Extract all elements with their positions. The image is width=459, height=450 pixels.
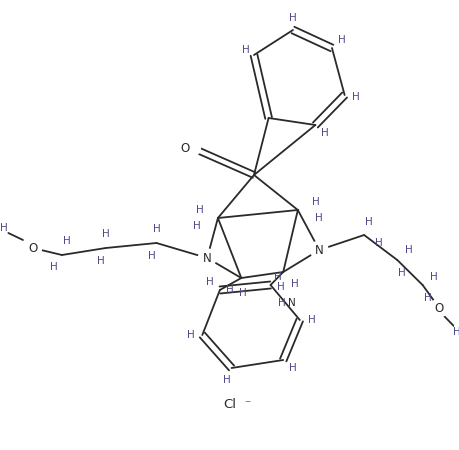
Text: O: O	[180, 141, 189, 154]
Text: H: H	[50, 262, 58, 272]
Text: H: H	[242, 45, 250, 55]
Text: H: H	[311, 197, 319, 207]
Circle shape	[198, 249, 215, 267]
Circle shape	[185, 140, 200, 156]
Text: H: H	[452, 327, 459, 337]
Text: H: H	[239, 288, 246, 298]
Text: H: H	[337, 35, 345, 45]
Circle shape	[430, 299, 447, 317]
Text: H: H	[364, 217, 372, 227]
Text: H: H	[97, 256, 105, 266]
Text: H: H	[152, 224, 160, 234]
Text: H: H	[397, 268, 405, 278]
Text: H: H	[147, 251, 155, 261]
Text: O: O	[28, 242, 37, 255]
Text: O: O	[434, 302, 443, 315]
Text: H: H	[196, 205, 204, 215]
Text: H: H	[288, 13, 296, 23]
Text: Cl: Cl	[223, 399, 235, 411]
Text: H: H	[352, 92, 359, 102]
Text: H: H	[206, 277, 213, 287]
Text: ⁻: ⁻	[244, 399, 250, 411]
Text: H: H	[288, 363, 296, 373]
Text: H: H	[102, 229, 109, 239]
Text: H: H	[222, 375, 230, 385]
Text: H: H	[315, 213, 323, 223]
Circle shape	[24, 239, 41, 257]
Text: H: H	[274, 272, 282, 282]
Text: H: H	[278, 298, 285, 308]
Text: H: H	[374, 238, 382, 248]
Text: H: H	[320, 128, 328, 138]
Text: N: N	[202, 252, 211, 265]
Text: H: H	[277, 282, 285, 292]
Text: N: N	[314, 243, 323, 256]
Text: H: H	[404, 245, 412, 255]
Text: H: H	[307, 315, 315, 325]
Text: H: H	[0, 223, 7, 233]
Text: H: H	[186, 330, 194, 340]
Text: N: N	[287, 298, 295, 308]
Text: H: H	[423, 293, 431, 303]
Text: H: H	[291, 279, 298, 289]
Text: H: H	[430, 272, 437, 282]
Text: H: H	[225, 285, 233, 295]
Text: H: H	[63, 236, 71, 246]
Text: H: H	[192, 221, 200, 231]
Circle shape	[310, 241, 327, 259]
